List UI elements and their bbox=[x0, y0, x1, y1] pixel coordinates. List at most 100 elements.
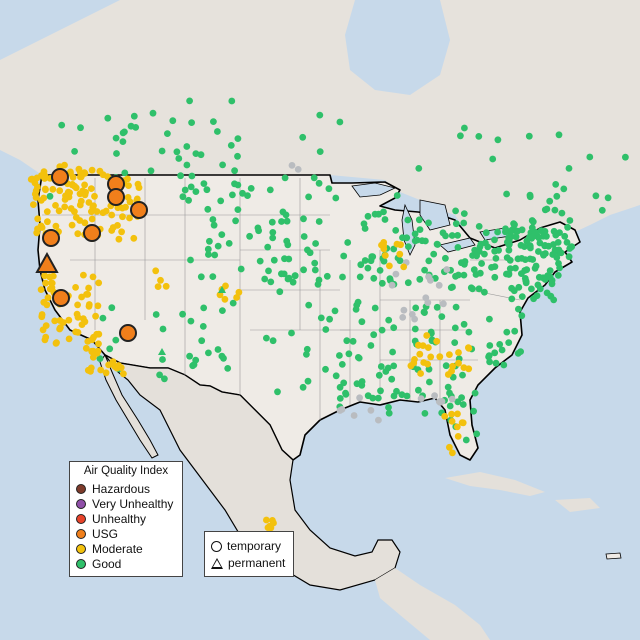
monitor-dot bbox=[486, 315, 493, 323]
monitor-dot bbox=[408, 311, 416, 318]
monitor-dot bbox=[322, 365, 329, 373]
central-america bbox=[375, 568, 490, 640]
monitor-dot bbox=[67, 168, 74, 176]
monitor-dot bbox=[492, 255, 500, 262]
monitor-dot bbox=[375, 416, 382, 424]
monitor-dot bbox=[433, 303, 441, 311]
monitor-dot bbox=[385, 409, 393, 417]
monitor-dot bbox=[254, 224, 262, 232]
monitor-dot bbox=[288, 329, 295, 337]
monitor-dot bbox=[358, 318, 366, 326]
circle-icon bbox=[211, 540, 222, 552]
monitor-dot bbox=[183, 161, 191, 169]
monitor-dot bbox=[361, 257, 369, 264]
legend-item-very-unhealthy: Very Unhealthy bbox=[76, 497, 173, 511]
monitor-dot bbox=[403, 392, 411, 400]
monitor-dot bbox=[451, 339, 459, 346]
monitor-dot bbox=[473, 252, 480, 260]
monitor-dot bbox=[436, 353, 444, 361]
aqi-legend: Air Quality Index Hazardous Very Unhealt… bbox=[69, 461, 183, 577]
monitor-dot bbox=[206, 237, 213, 245]
monitor-dot bbox=[392, 227, 400, 234]
monitor-dot bbox=[303, 351, 310, 358]
monitor-dot bbox=[282, 211, 290, 219]
monitor-dot bbox=[563, 239, 571, 246]
monitor-dot bbox=[396, 257, 404, 265]
monitor-dot bbox=[354, 298, 362, 306]
monitor-dot bbox=[33, 174, 41, 182]
monitor-dot bbox=[498, 346, 506, 354]
monitor-dot bbox=[405, 243, 412, 251]
monitor-dot bbox=[377, 387, 384, 395]
monitor-dot bbox=[34, 215, 42, 223]
monitor-dot bbox=[413, 236, 421, 244]
monitor-dot bbox=[417, 370, 424, 377]
monitor-dot bbox=[491, 236, 498, 244]
monitor-dot bbox=[435, 281, 443, 289]
monitor-dot bbox=[80, 271, 87, 279]
monitor-dot bbox=[323, 272, 331, 280]
monitor-dot bbox=[514, 255, 522, 263]
monitor-dot bbox=[551, 206, 559, 214]
monitor-dot bbox=[340, 252, 348, 260]
monitor-dot bbox=[99, 314, 107, 322]
monitor-dot bbox=[425, 219, 432, 227]
monitor-dot bbox=[467, 284, 475, 292]
monitor-dot bbox=[187, 183, 195, 191]
monitor-dot bbox=[316, 148, 324, 156]
monitor-dot bbox=[122, 203, 129, 211]
monitor-dot bbox=[214, 346, 222, 353]
monitor-dot bbox=[71, 148, 78, 155]
monitor-dot bbox=[473, 430, 481, 438]
monitor-dot bbox=[127, 122, 135, 130]
monitor-dot bbox=[88, 215, 96, 223]
monitor-dot bbox=[482, 239, 489, 247]
monitor-dot bbox=[115, 235, 123, 243]
monitor-dot bbox=[400, 306, 408, 314]
monitor-dot bbox=[38, 311, 46, 318]
monitor-dot bbox=[102, 207, 110, 215]
monitor-dot bbox=[91, 192, 98, 200]
monitor-dot bbox=[518, 293, 526, 300]
monitor-dot bbox=[491, 263, 499, 270]
monitor-dot bbox=[325, 185, 333, 193]
monitor-dot bbox=[388, 375, 396, 383]
monitor-dot bbox=[454, 232, 461, 239]
monitor-dot bbox=[263, 334, 270, 342]
monitor-dot bbox=[94, 347, 102, 355]
monitor-dot bbox=[550, 227, 558, 235]
monitor-dot bbox=[336, 118, 344, 126]
monitor-dot bbox=[209, 273, 217, 280]
monitor-dot bbox=[41, 175, 48, 182]
monitor-dot bbox=[278, 218, 285, 225]
monitor-dot bbox=[332, 194, 340, 202]
monitor-dot bbox=[181, 186, 189, 194]
monitor-dot bbox=[74, 301, 81, 309]
monitor-dot bbox=[400, 263, 408, 271]
monitor-dot bbox=[119, 129, 127, 137]
monitor-dot bbox=[299, 383, 307, 391]
legend-label: temporary bbox=[227, 539, 282, 553]
monitor-dot bbox=[370, 274, 378, 282]
monitor-dot bbox=[433, 240, 441, 248]
monitor-dot bbox=[442, 232, 449, 240]
monitor-dot bbox=[458, 419, 466, 426]
monitor-dot bbox=[300, 233, 308, 240]
monitor-dot bbox=[214, 128, 221, 135]
monitor-dot bbox=[367, 406, 375, 414]
monitor-dot bbox=[89, 273, 97, 281]
monitor-dot bbox=[390, 324, 398, 332]
monitor-dot bbox=[65, 335, 73, 343]
monitor-dot bbox=[68, 221, 76, 229]
monitor-dot bbox=[378, 279, 386, 287]
monitor-dot bbox=[419, 342, 427, 349]
monitor-dot bbox=[460, 210, 468, 218]
monitor-dot bbox=[370, 331, 378, 339]
monitor-dot bbox=[491, 349, 499, 357]
monitor-dot bbox=[424, 299, 432, 306]
monitor-dot bbox=[527, 244, 534, 252]
monitor-dot bbox=[37, 222, 45, 230]
monitor-dot bbox=[444, 383, 452, 391]
monitor-dot bbox=[452, 303, 460, 311]
monitor-dot bbox=[396, 250, 404, 258]
